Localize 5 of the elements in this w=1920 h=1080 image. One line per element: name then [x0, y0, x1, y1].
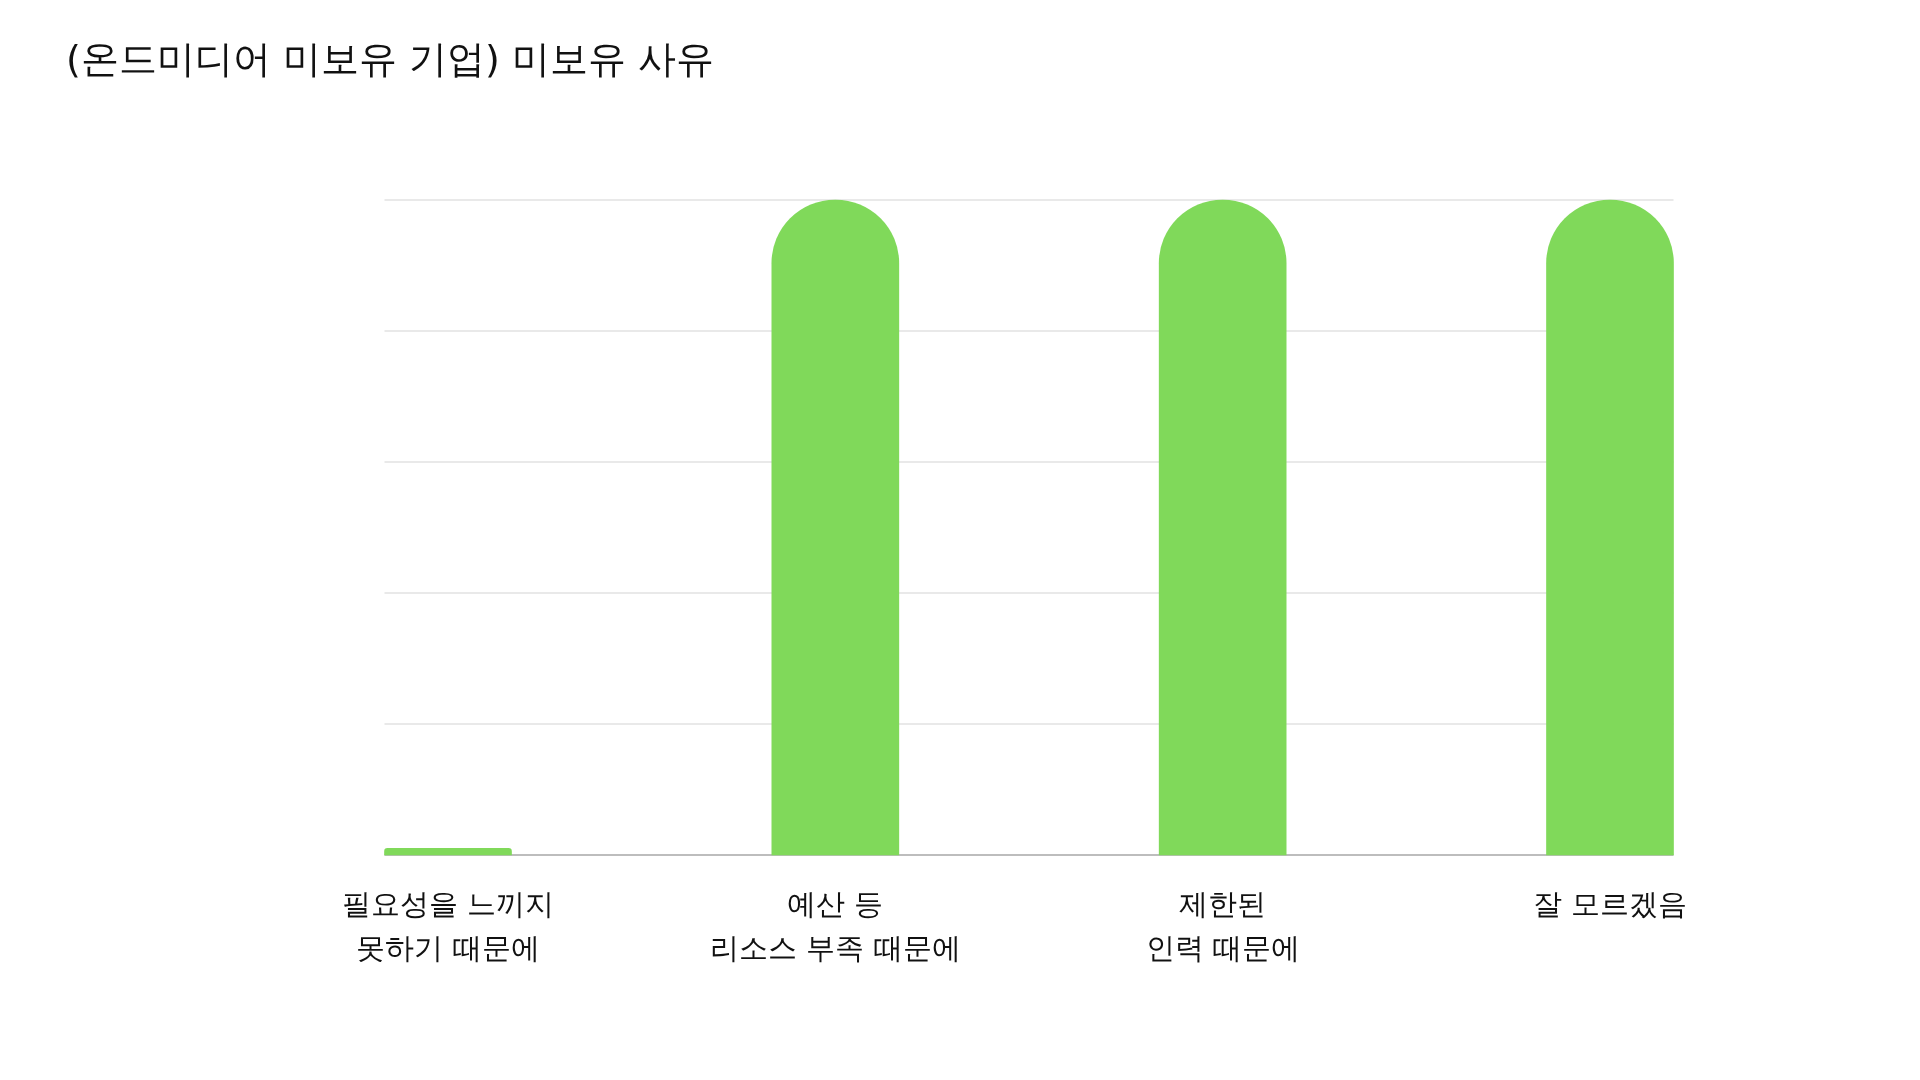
- x-tick-label: 필요성을 느끼지 못하기 때문에: [341, 887, 555, 965]
- x-tick-label: 잘 모르겠음: [1532, 887, 1688, 922]
- chart-title: (온드미디어 미보유 기업) 미보유 사유: [66, 36, 714, 83]
- x-tick-label: 예산 등 리소스 부족 때문에: [710, 887, 961, 965]
- x-tick-label: 제한된 인력 때문에: [1145, 887, 1300, 965]
